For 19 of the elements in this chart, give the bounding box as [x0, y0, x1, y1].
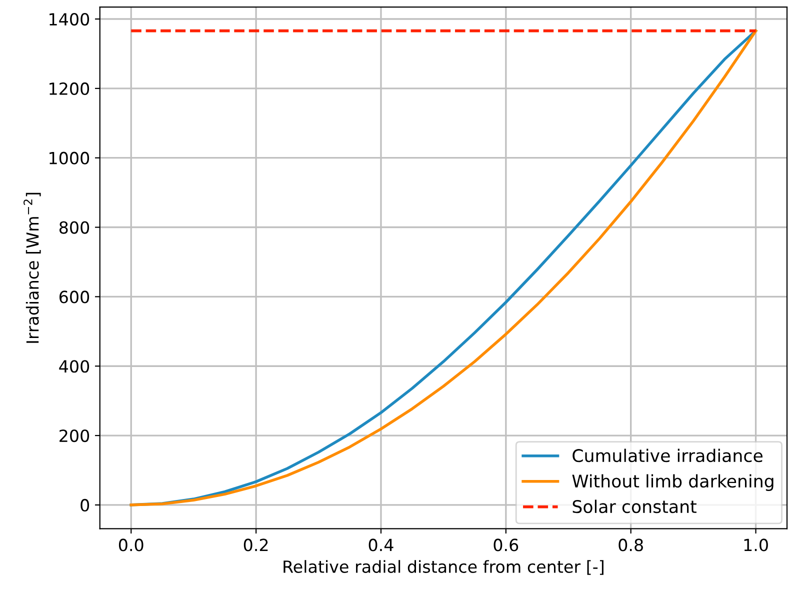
y-tick-label: 1400	[50, 12, 90, 26]
x-tick-label: 0.0	[118, 538, 144, 552]
y-tick-label: 200	[60, 429, 90, 442]
y-tick-label: 600	[60, 290, 90, 304]
y-tick-label: 1200	[50, 82, 90, 95]
y-tick-label: 0	[80, 498, 90, 512]
x-tick-label: 0.2	[244, 538, 268, 552]
x-tick-label: 0.8	[618, 538, 643, 552]
legend-label: Solar constant	[572, 500, 696, 514]
y-tick-label: 1000	[50, 152, 90, 164]
x-tick-label: 1.0	[744, 538, 768, 552]
y-axis-title: Irradiance [Wm$^{−2}$]	[24, 192, 41, 343]
legend-label: Cumulative irradiance	[572, 448, 762, 462]
y-tick-label: 400	[59, 360, 90, 373]
legend-label: Without limb darkening	[572, 474, 774, 492]
y-tick-label: 800	[59, 221, 90, 234]
x-tick-label: 0.6	[494, 538, 518, 552]
x-tick-label: 0.4	[368, 538, 394, 552]
x-axis-title: Relative radial distance from center [-]	[284, 560, 604, 575]
